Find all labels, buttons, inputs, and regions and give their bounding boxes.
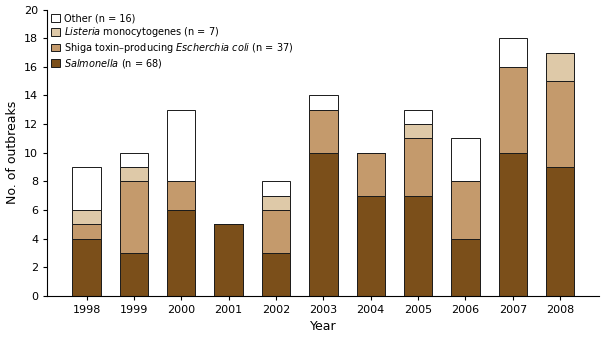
X-axis label: Year: Year [310, 320, 336, 334]
Bar [546, 167, 574, 296]
Bar [262, 196, 290, 210]
Bar [499, 67, 527, 153]
Bar [167, 110, 195, 181]
Bar [120, 253, 148, 296]
Bar [262, 210, 290, 253]
Bar [499, 38, 527, 67]
Bar [546, 81, 574, 167]
Bar [546, 53, 574, 81]
Bar [120, 153, 148, 167]
Y-axis label: No. of outbreaks: No. of outbreaks [5, 101, 19, 204]
Bar [167, 210, 195, 296]
Bar [73, 167, 101, 210]
Bar [262, 253, 290, 296]
Legend: Other (n = 16), $\it{Listeria}$ monocytogenes (n = 7), Shiga toxin–producing $\i: Other (n = 16), $\it{Listeria}$ monocyto… [49, 12, 295, 72]
Bar [73, 224, 101, 239]
Bar [451, 181, 480, 239]
Bar [73, 239, 101, 296]
Bar [404, 138, 433, 196]
Bar [309, 153, 338, 296]
Bar [214, 224, 243, 296]
Bar [356, 153, 385, 196]
Bar [404, 124, 433, 138]
Bar [309, 96, 338, 110]
Bar [167, 181, 195, 210]
Bar [404, 196, 433, 296]
Bar [120, 167, 148, 181]
Bar [404, 110, 433, 124]
Bar [120, 181, 148, 253]
Bar [499, 153, 527, 296]
Bar [356, 196, 385, 296]
Bar [262, 181, 290, 196]
Bar [73, 210, 101, 224]
Bar [309, 110, 338, 153]
Bar [451, 239, 480, 296]
Bar [451, 138, 480, 181]
